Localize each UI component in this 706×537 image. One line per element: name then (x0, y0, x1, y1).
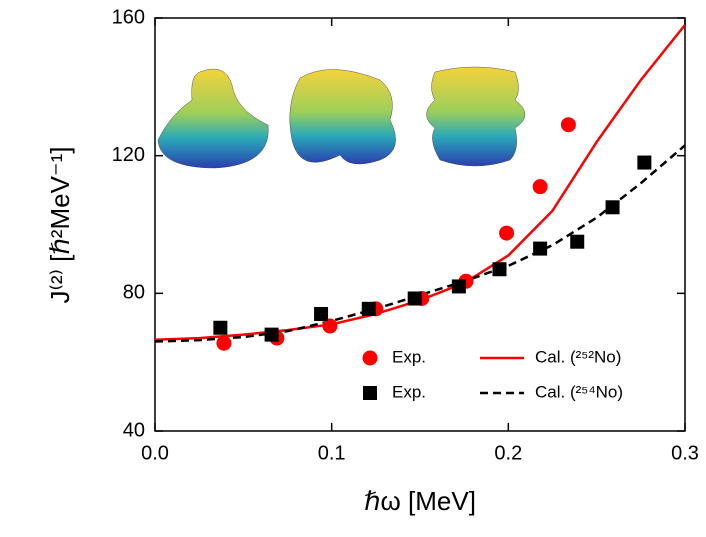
data-point (407, 291, 422, 306)
data-point (560, 117, 576, 133)
data-point (264, 327, 279, 342)
x-tick-label: 0.3 (671, 442, 699, 464)
x-tick-label: 0.0 (141, 442, 169, 464)
legend-label: Exp. (392, 347, 426, 366)
data-point (216, 335, 232, 351)
plot-layer: 0.0 0.1 0.2 0.3 40 80 120 160 Exp. Exp. Cal. (²⁵²N… (112, 6, 699, 464)
plot-frame (154, 17, 686, 432)
legend-marker (363, 386, 377, 400)
data-point (451, 279, 466, 294)
nuclear-shapes (157, 66, 526, 169)
legend-label: Exp. (392, 382, 426, 401)
legend-label: Cal. (²⁵²No) (535, 347, 621, 366)
legend-marker (362, 350, 378, 366)
y-tick-label: 80 (123, 282, 145, 304)
data-point (492, 262, 507, 277)
x-tick-label: 0.2 (494, 442, 522, 464)
y-axis-label: J⁽²⁾ [ℏ²MeV⁻¹] (45, 146, 75, 303)
data-point (361, 301, 376, 316)
legend-label: Cal. (²⁵⁴No) (535, 382, 623, 401)
data-point (314, 306, 329, 321)
data-point (322, 318, 338, 334)
x-axis-label: ℏω [MeV] (364, 486, 476, 516)
data-point (533, 241, 548, 256)
data-point (499, 225, 515, 241)
y-tick-label: 120 (112, 144, 145, 166)
data-point (213, 320, 228, 335)
data-point (532, 179, 548, 195)
data-point (570, 234, 585, 249)
model-curve (154, 144, 686, 343)
y-tick-label: 160 (112, 6, 145, 28)
y-tick-label: 40 (123, 419, 145, 441)
x-tick-label: 0.1 (318, 442, 346, 464)
data-point (637, 155, 652, 170)
data-point (605, 200, 620, 215)
